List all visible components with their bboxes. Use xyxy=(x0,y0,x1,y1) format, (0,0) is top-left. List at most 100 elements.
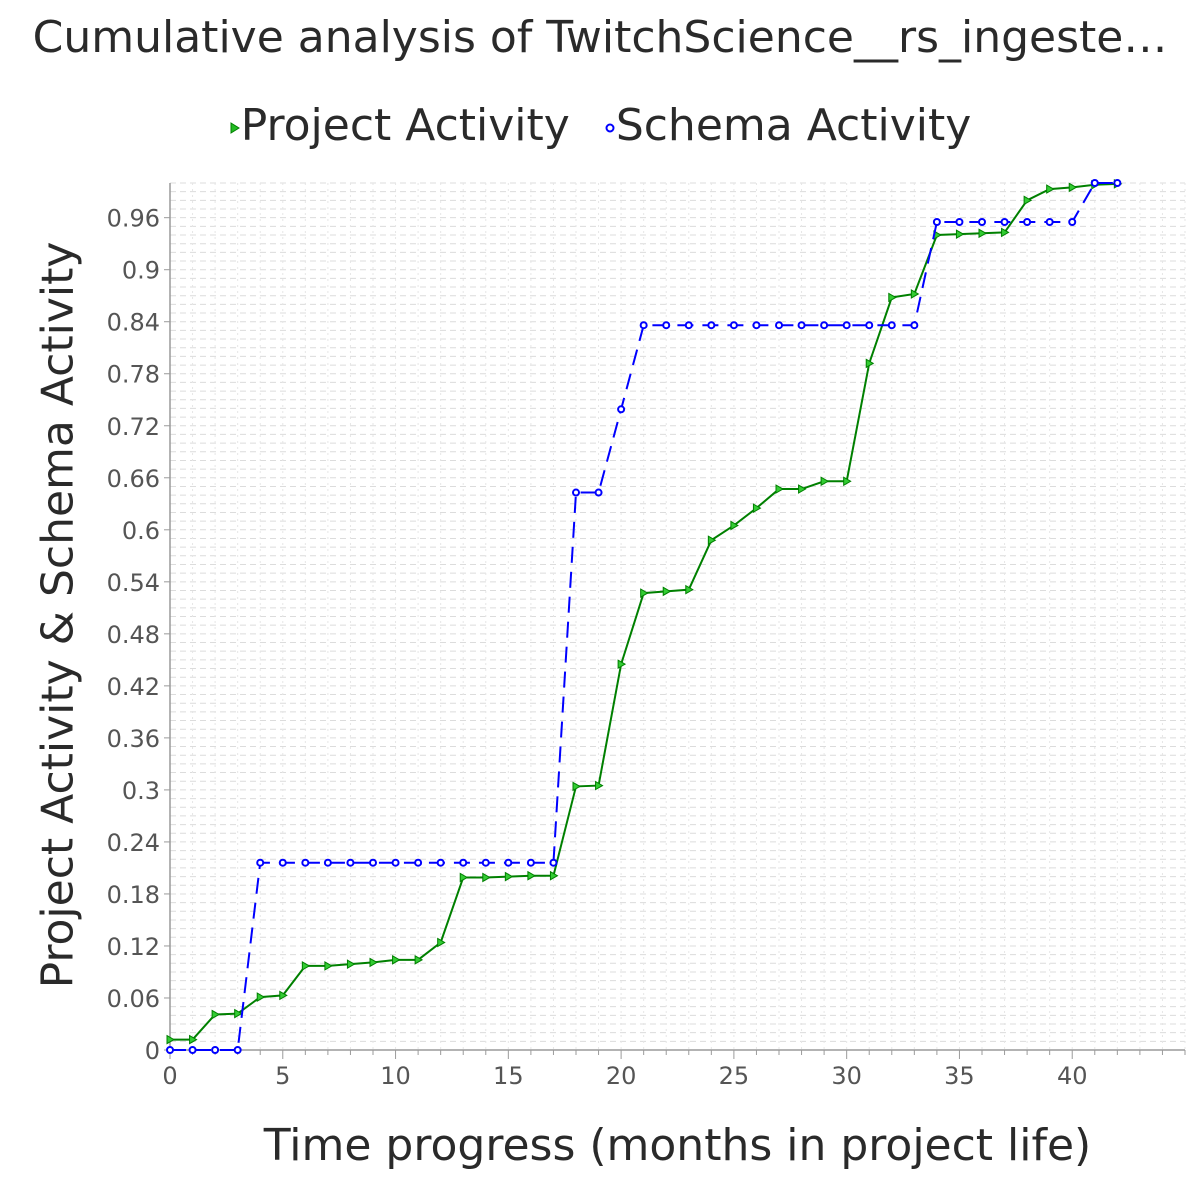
data-point xyxy=(775,321,783,330)
data-point xyxy=(865,321,874,330)
x-tick-label: 20 xyxy=(606,1062,637,1090)
y-tick-label: 0.12 xyxy=(107,933,160,961)
y-tick-label: 0.72 xyxy=(107,413,160,441)
data-point xyxy=(391,858,400,867)
data-point xyxy=(1023,218,1032,227)
data-point xyxy=(1000,218,1009,227)
data-point xyxy=(278,858,287,867)
y-tick-label: 0.6 xyxy=(122,517,160,545)
series-schema-activity xyxy=(166,179,1122,1054)
data-point xyxy=(414,954,424,965)
data-point xyxy=(527,870,536,881)
data-point xyxy=(752,321,761,330)
data-point xyxy=(932,218,941,227)
y-tick-label: 0.78 xyxy=(107,361,160,389)
data-point xyxy=(166,1034,176,1045)
y-tick-label: 0.18 xyxy=(107,881,160,909)
y-tick-label: 0.36 xyxy=(107,725,160,753)
data-point xyxy=(730,520,739,531)
data-point xyxy=(301,858,310,867)
y-tick-label: 0.24 xyxy=(107,829,160,857)
x-tick-label: 25 xyxy=(719,1062,750,1090)
x-axis-label: Time progress (months in project life) xyxy=(263,1120,1092,1171)
data-point xyxy=(978,228,988,239)
data-point xyxy=(617,405,626,414)
x-tick-label: 40 xyxy=(1057,1062,1088,1090)
data-point xyxy=(301,961,311,971)
legend: Project Activity Schema Activity xyxy=(0,100,1200,151)
data-point xyxy=(392,954,401,965)
y-tick-label: 0.54 xyxy=(107,569,160,597)
circle-marker-icon xyxy=(605,123,615,133)
y-tick-label: 0.42 xyxy=(107,673,160,701)
chart-title: Cumulative analysis of TwitchScience__rs… xyxy=(32,12,1168,63)
y-tick-label: 0.84 xyxy=(107,309,160,337)
data-point xyxy=(482,872,491,883)
data-point xyxy=(910,289,920,299)
x-tick-label: 5 xyxy=(275,1062,290,1090)
data-point xyxy=(685,584,694,595)
data-point xyxy=(369,957,379,968)
data-point xyxy=(346,959,356,970)
axes xyxy=(169,183,1185,1051)
data-point xyxy=(1113,179,1122,187)
data-point xyxy=(798,484,807,494)
data-point xyxy=(504,858,513,867)
data-point xyxy=(233,1046,242,1054)
data-point xyxy=(188,1046,197,1054)
legend-label-project-activity: Project Activity xyxy=(240,100,570,151)
legend-item-schema-activity: Schema Activity xyxy=(604,100,971,151)
data-point xyxy=(481,858,490,867)
y-tick-label: 0.06 xyxy=(107,985,160,1013)
y-tick-label: 0.9 xyxy=(122,257,160,285)
data-point xyxy=(1068,218,1077,227)
x-tick-label: 0 xyxy=(162,1062,177,1090)
data-point xyxy=(346,858,355,867)
y-tick-label: 0.3 xyxy=(122,777,160,805)
data-point xyxy=(752,503,762,513)
data-point xyxy=(955,229,965,240)
y-tick-label: 0.96 xyxy=(107,205,160,233)
data-point xyxy=(775,484,785,494)
data-point xyxy=(414,858,423,867)
legend-label-schema-activity: Schema Activity xyxy=(615,100,972,151)
data-point xyxy=(978,218,986,227)
triangle-marker-icon xyxy=(230,122,240,134)
data-point xyxy=(324,961,333,971)
series-group xyxy=(166,179,1123,1054)
data-point xyxy=(797,321,806,330)
data-point xyxy=(234,1008,243,1019)
data-point xyxy=(639,321,648,330)
x-axis-ticks: 0 5 10 15 20 25 30 35 40 xyxy=(162,1050,1186,1090)
data-point xyxy=(279,990,288,1001)
data-point xyxy=(256,992,266,1002)
data-point xyxy=(640,588,649,598)
data-point xyxy=(166,1046,174,1054)
data-point xyxy=(1023,195,1033,206)
data-point xyxy=(436,858,445,867)
data-point xyxy=(437,937,446,948)
data-point xyxy=(1045,218,1054,227)
y-tick-label: 0 xyxy=(145,1037,160,1065)
data-point xyxy=(865,358,875,369)
data-point xyxy=(684,321,693,330)
grid-lines xyxy=(170,182,1186,1051)
series-project-activity xyxy=(166,179,1123,1045)
data-point xyxy=(820,476,830,487)
y-axis-ticks: 0 0.06 0.12 0.18 0.24 0.3 0.36 0.42 0.48 0.54 0.6 0… xyxy=(107,205,170,1065)
data-point xyxy=(843,476,852,487)
data-point xyxy=(504,871,514,882)
data-point xyxy=(662,321,671,330)
data-point xyxy=(842,321,851,330)
data-point xyxy=(1001,227,1010,238)
data-point xyxy=(594,488,603,497)
data-point xyxy=(572,488,580,497)
data-point xyxy=(887,321,896,330)
data-point xyxy=(549,870,559,881)
data-point xyxy=(211,1009,221,1020)
data-point xyxy=(1046,184,1055,194)
x-tick-label: 15 xyxy=(493,1062,524,1090)
data-point xyxy=(662,586,672,597)
data-point xyxy=(910,321,919,330)
